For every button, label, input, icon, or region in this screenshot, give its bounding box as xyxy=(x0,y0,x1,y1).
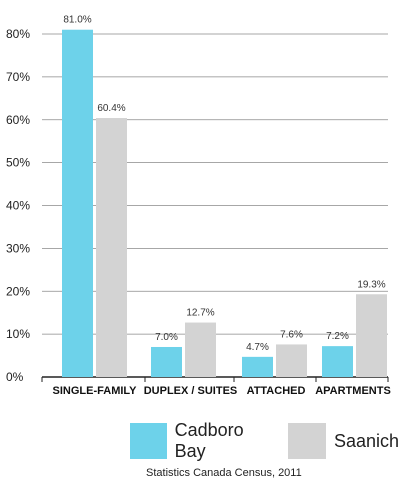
legend-swatch-cadboro-bay xyxy=(130,423,167,459)
category-label: ATTACHED xyxy=(247,385,306,397)
y-tick-label: 50% xyxy=(6,156,30,170)
legend-label-saanich: Saanich xyxy=(333,430,399,451)
y-tick-label: 70% xyxy=(6,70,30,84)
bar xyxy=(185,322,216,377)
data-label: 60.4% xyxy=(97,103,125,114)
legend: Cadboro Bay Saanich xyxy=(130,420,411,462)
category-label: APARTMENTS xyxy=(315,385,391,397)
bar xyxy=(322,346,353,377)
bar xyxy=(242,356,273,377)
bar xyxy=(96,118,127,377)
data-label: 7.6% xyxy=(280,329,303,340)
data-label: 7.2% xyxy=(326,331,349,342)
y-tick-label: 0% xyxy=(6,370,24,384)
category-label: SINGLE-FAMILY xyxy=(53,385,138,397)
y-tick-label: 10% xyxy=(6,327,30,341)
legend-swatch-saanich xyxy=(287,423,326,459)
legend-item-saanich: Saanich xyxy=(287,423,399,459)
y-tick-label: 20% xyxy=(6,284,30,298)
bar xyxy=(276,344,307,377)
legend-label-cadboro-bay: Cadboro Bay xyxy=(174,420,244,461)
y-tick-label: 80% xyxy=(6,27,30,41)
legend-item-cadboro-bay: Cadboro Bay xyxy=(130,420,276,462)
bar-chart: 0% 10% 20% 30% 40% 50% 60% 70% 80% 81.0% 60.4% SING… xyxy=(6,15,391,397)
y-tick-label: 30% xyxy=(6,241,30,255)
bar xyxy=(356,294,387,377)
data-label: 4.7% xyxy=(246,342,269,353)
y-tick-label: 40% xyxy=(6,199,30,213)
category-label: DUPLEX / SUITES xyxy=(144,385,238,397)
data-label: 81.0% xyxy=(63,15,91,26)
data-label: 7.0% xyxy=(155,332,178,343)
data-label: 12.7% xyxy=(186,308,214,319)
source-note: Statistics Canada Census, 2011 xyxy=(146,467,302,479)
bar xyxy=(62,29,93,378)
bar xyxy=(151,346,182,377)
data-label: 19.3% xyxy=(357,279,385,290)
y-tick-label: 60% xyxy=(6,113,30,127)
